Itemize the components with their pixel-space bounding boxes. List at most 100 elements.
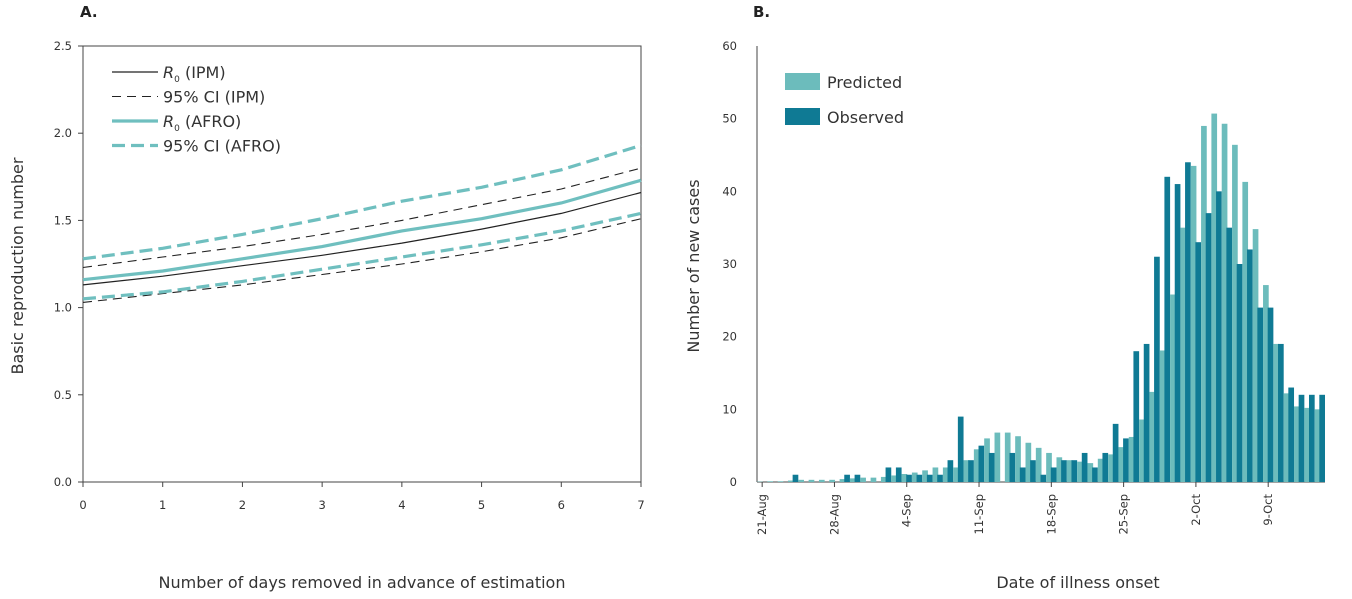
legend-label: 95% CI (AFRO) bbox=[163, 137, 281, 156]
bar-observed bbox=[906, 474, 912, 482]
bar-observed bbox=[957, 416, 964, 482]
y-tick-label: 0 bbox=[730, 475, 737, 489]
x-tick-label: 2 bbox=[239, 498, 246, 512]
bar-predicted bbox=[1273, 343, 1280, 482]
bar-predicted bbox=[1211, 113, 1218, 482]
bar-predicted bbox=[1283, 393, 1290, 482]
legend-label: R0 (AFRO) bbox=[163, 112, 241, 134]
x-tick-label: 21-Aug bbox=[755, 494, 769, 535]
bar-observed bbox=[978, 445, 985, 482]
bar-predicted bbox=[880, 476, 887, 482]
bar-predicted bbox=[1294, 406, 1300, 482]
bar-observed bbox=[1298, 394, 1305, 482]
y-tick-label: 20 bbox=[722, 330, 737, 344]
legend-swatch bbox=[785, 108, 820, 125]
x-tick-label: 11-Sep bbox=[972, 494, 986, 534]
bar-predicted bbox=[1242, 181, 1249, 483]
bar-predicted bbox=[787, 480, 794, 482]
bar-observed bbox=[1226, 227, 1233, 482]
panel-b-label: B. bbox=[753, 3, 770, 21]
bar-observed bbox=[1216, 191, 1222, 483]
bar-predicted bbox=[1232, 144, 1238, 482]
bar-predicted bbox=[777, 481, 784, 482]
bar-observed bbox=[1133, 351, 1140, 482]
bar-predicted bbox=[1087, 463, 1094, 482]
legend-label: R0 (IPM) bbox=[163, 63, 226, 85]
bar-observed bbox=[1247, 249, 1253, 482]
bar-observed bbox=[1278, 343, 1284, 482]
legend-label: Observed bbox=[827, 108, 904, 127]
bar-observed bbox=[1030, 460, 1036, 482]
bar-observed bbox=[926, 474, 933, 482]
panel-b-x-axis-title: Date of illness onset bbox=[996, 573, 1159, 592]
bar-predicted bbox=[1046, 452, 1052, 482]
bar-predicted bbox=[1180, 227, 1187, 482]
bar-predicted bbox=[1097, 458, 1104, 482]
bar-observed bbox=[988, 452, 995, 482]
bar-observed bbox=[1308, 394, 1315, 482]
panel-a-axes: 0.0 0.5 1.0 1.5 2.0 2.5 0 1 2 3 4 5 6 7 bbox=[54, 39, 645, 512]
bar-observed bbox=[895, 467, 902, 482]
y-tick-label: 1.5 bbox=[54, 213, 72, 227]
bar-observed bbox=[1061, 460, 1067, 482]
series-line bbox=[82, 178, 642, 282]
x-tick-label: 0 bbox=[79, 498, 86, 512]
y-tick-label: 10 bbox=[722, 402, 737, 416]
panel-b-bars bbox=[757, 113, 1325, 483]
bar-observed bbox=[916, 474, 923, 482]
bar-observed bbox=[1205, 213, 1212, 482]
y-tick-label: 50 bbox=[722, 112, 737, 126]
bar-observed bbox=[1112, 423, 1119, 482]
bar-predicted bbox=[1118, 447, 1125, 482]
bar-predicted bbox=[1077, 461, 1083, 482]
bar-observed bbox=[1319, 394, 1325, 482]
x-tick-label: 4 bbox=[398, 498, 405, 512]
bar-predicted bbox=[1035, 447, 1042, 482]
bar-predicted bbox=[1159, 350, 1166, 482]
x-tick-label: 3 bbox=[318, 498, 325, 512]
bar-predicted bbox=[767, 481, 774, 482]
bar-predicted bbox=[798, 479, 804, 482]
bar-observed bbox=[1236, 264, 1243, 482]
bar-predicted bbox=[1004, 432, 1011, 482]
series-line bbox=[82, 211, 642, 301]
bar-observed bbox=[1081, 452, 1088, 482]
panel-a-label: A. bbox=[80, 3, 98, 21]
x-tick-label: 2-Oct bbox=[1189, 494, 1203, 526]
bar-predicted bbox=[870, 477, 877, 482]
legend-swatch bbox=[785, 73, 820, 90]
bar-predicted bbox=[1304, 407, 1311, 482]
y-tick-label: 60 bbox=[722, 39, 737, 53]
bar-observed bbox=[1154, 256, 1160, 482]
bar-observed bbox=[1071, 460, 1078, 482]
bar-predicted bbox=[849, 478, 856, 482]
bar-predicted bbox=[818, 479, 825, 482]
bar-predicted bbox=[1066, 460, 1073, 482]
panel-a-y-axis-title: Basic reproduction number bbox=[8, 157, 27, 374]
x-tick-label: 1 bbox=[159, 498, 166, 512]
x-tick-label: 18-Sep bbox=[1044, 494, 1058, 534]
y-tick-label: 40 bbox=[722, 184, 737, 198]
bar-predicted bbox=[922, 470, 928, 482]
bar-observed bbox=[1102, 452, 1109, 482]
x-tick-label: 6 bbox=[558, 498, 565, 512]
bar-predicted bbox=[994, 432, 1001, 482]
bar-observed bbox=[1164, 176, 1171, 483]
y-tick-label: 2.0 bbox=[54, 126, 72, 140]
bar-predicted bbox=[1201, 125, 1207, 482]
bar-observed bbox=[1257, 307, 1264, 482]
legend-label: 95% CI (IPM) bbox=[163, 88, 265, 107]
bar-observed bbox=[792, 474, 799, 482]
series-line bbox=[82, 218, 642, 303]
bar-predicted bbox=[1128, 436, 1135, 482]
y-tick-label: 0.0 bbox=[54, 475, 72, 489]
series-line bbox=[82, 167, 642, 269]
bar-observed bbox=[854, 474, 861, 482]
bar-predicted bbox=[860, 477, 866, 482]
bar-observed bbox=[937, 474, 943, 482]
bar-predicted bbox=[1190, 165, 1197, 482]
y-tick-label: 30 bbox=[722, 257, 737, 271]
panel-b: B. Number of new cases Date of illness o… bbox=[684, 3, 1325, 592]
bar-predicted bbox=[1108, 454, 1114, 482]
